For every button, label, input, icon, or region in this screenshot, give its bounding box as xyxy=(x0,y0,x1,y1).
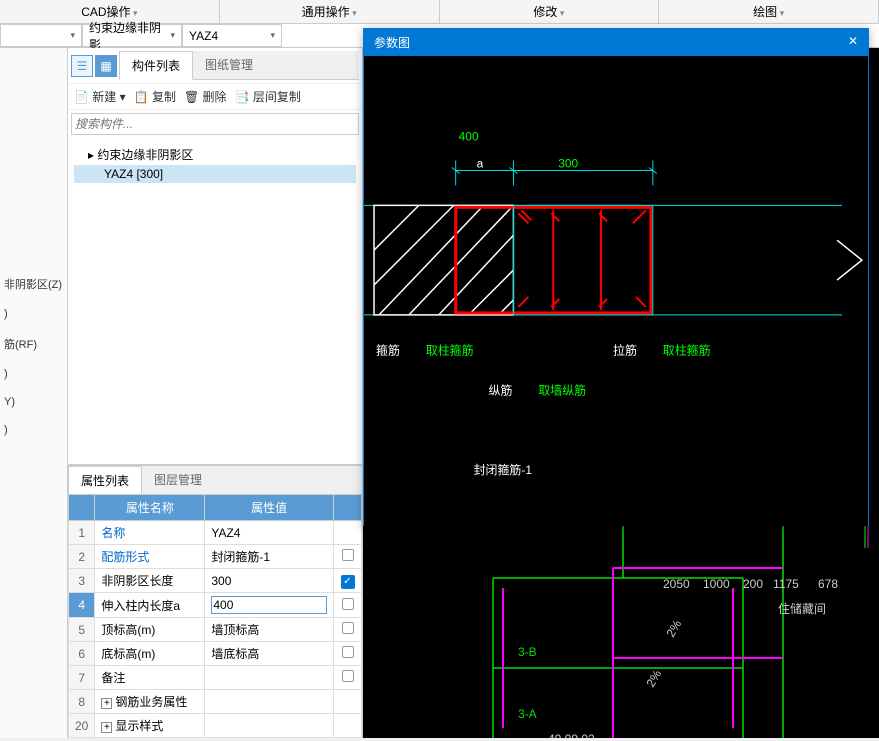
search-input[interactable] xyxy=(71,113,359,135)
property-table: 属性名称属性值 1名称YAZ42配筋形式封闭箍筋-13非阴影区长度300✓4伸入… xyxy=(68,494,362,738)
property-row[interactable]: 8+钢筋业务属性 xyxy=(69,690,362,714)
property-row[interactable]: 2配筋形式封闭箍筋-1 xyxy=(69,545,362,569)
left-item[interactable]: Y) xyxy=(0,388,67,416)
svg-text:1000: 1000 xyxy=(703,577,730,591)
prop-value-input[interactable] xyxy=(211,596,327,614)
label-quzhu-guji: 取柱箍筋 xyxy=(426,343,474,358)
left-item[interactable]: 非阴影区(Z) xyxy=(0,268,67,300)
property-row[interactable]: 6底标高(m)墙底标高 xyxy=(69,642,362,666)
label-zongji: 纵筋 xyxy=(489,383,513,398)
param-diagram-panel: 参数图 ✕ 400 a 300 xyxy=(363,28,869,526)
svg-text:3-A: 3-A xyxy=(518,707,537,721)
property-row[interactable]: 1名称YAZ4 xyxy=(69,521,362,545)
layer-copy-button[interactable]: 📑 层间复制 xyxy=(235,88,301,105)
svg-text:1175: 1175 xyxy=(773,577,799,591)
menu-draw[interactable]: 绘图 xyxy=(659,0,879,23)
svg-text:678: 678 xyxy=(818,577,838,591)
left-item[interactable]: ) xyxy=(0,416,67,444)
view-icon-2[interactable]: ▦ xyxy=(95,55,117,77)
view-icon-1[interactable]: ☰ xyxy=(71,55,93,77)
property-row[interactable]: 20+显示样式 xyxy=(69,714,362,738)
close-icon[interactable]: ✕ xyxy=(848,34,858,51)
tab-drawing-mgmt[interactable]: 图纸管理 xyxy=(193,51,265,79)
left-item[interactable]: ) xyxy=(0,360,67,388)
label-laji: 拉筋 xyxy=(613,343,637,358)
copy-button[interactable]: 📋 复制 xyxy=(134,88,176,105)
menu-modify[interactable]: 修改 xyxy=(440,0,660,23)
dropdown-1[interactable]: ▾ xyxy=(0,24,82,47)
dropdown-2[interactable]: 约束边缘非阴影▾ xyxy=(82,24,182,47)
svg-text:200: 200 xyxy=(743,577,763,591)
svg-text:住储藏间: 住储藏间 xyxy=(778,601,826,616)
label-guji: 箍筋 xyxy=(376,343,400,358)
new-button[interactable]: 📄 新建 ▾ xyxy=(74,88,126,105)
dim-300: 300 xyxy=(558,157,578,171)
property-row[interactable]: 3非阴影区长度300✓ xyxy=(69,569,362,593)
menu-general[interactable]: 通用操作 xyxy=(220,0,440,23)
dropdown-3[interactable]: YAZ4▾ xyxy=(182,24,282,47)
param-title: 参数图 xyxy=(374,34,410,51)
component-tree: ▸ 约束边缘非阴影区 YAZ4 [300] xyxy=(68,138,362,464)
svg-text:3-B: 3-B xyxy=(518,645,537,659)
property-row[interactable]: 4伸入柱内长度a xyxy=(69,593,362,618)
tab-properties[interactable]: 属性列表 xyxy=(68,466,142,494)
property-row[interactable]: 5顶标高(m)墙顶标高 xyxy=(69,618,362,642)
param-big-title: 封闭箍筋-1 xyxy=(474,462,533,477)
tree-child[interactable]: YAZ4 [300] xyxy=(74,165,356,183)
dim-a-label: a xyxy=(477,157,484,171)
left-item[interactable]: 筋(RF) xyxy=(0,328,67,360)
left-item[interactable]: ) xyxy=(0,300,67,328)
delete-button[interactable]: 🗑 删除 xyxy=(184,88,227,105)
property-row[interactable]: 7备注 xyxy=(69,666,362,690)
tab-layer-mgmt[interactable]: 图层管理 xyxy=(142,466,214,494)
param-canvas: 400 a 300 xyxy=(364,56,868,526)
tab-component-list[interactable]: 构件列表 xyxy=(119,51,193,80)
svg-text:40 09.02: 40 09.02 xyxy=(548,732,595,738)
svg-text:2050: 2050 xyxy=(663,577,690,591)
label-quzhu-guji-2: 取柱箍筋 xyxy=(663,343,711,358)
dim-400: 400 xyxy=(459,130,479,144)
label-quqiang-zongji: 取墙纵筋 xyxy=(538,383,586,398)
left-category-strip: 非阴影区(Z) ) 筋(RF) ) Y) ) xyxy=(0,48,68,738)
tree-root[interactable]: ▸ 约束边缘非阴影区 xyxy=(74,144,356,165)
